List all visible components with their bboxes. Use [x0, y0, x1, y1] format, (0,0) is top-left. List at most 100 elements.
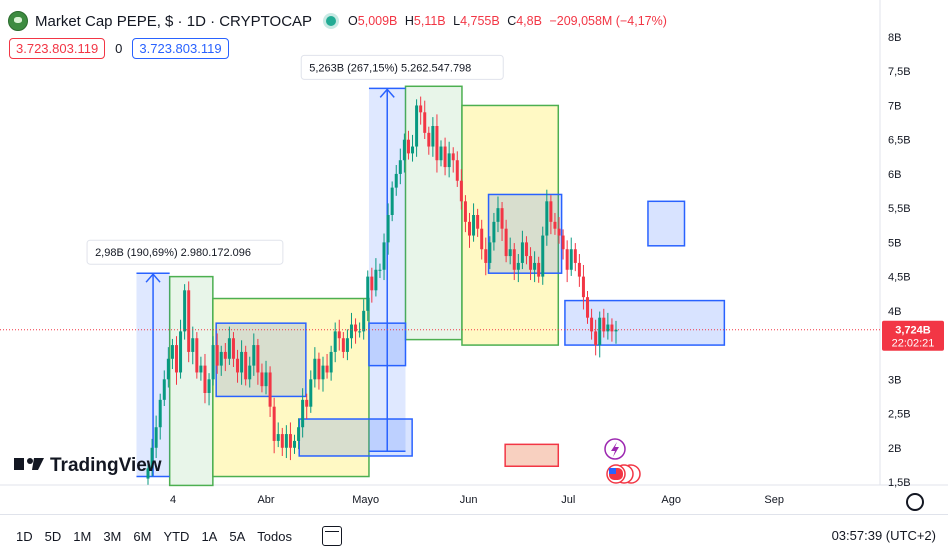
candle-down: [463, 201, 467, 222]
candle-up: [431, 126, 435, 147]
ohlc-change: −209,058M (−4,17%): [549, 14, 667, 28]
zone-blue-box: [298, 418, 413, 457]
candle-up: [516, 262, 520, 270]
candle-down: [174, 345, 178, 373]
range-5y-button[interactable]: 5A: [229, 528, 246, 544]
bottom-toolbar: 1D 5D 1M 3M 6M YTD 1A 5A Todos 03:57:39 …: [0, 514, 948, 557]
candle-up: [598, 317, 602, 346]
candle-up: [313, 358, 317, 380]
candle-up: [492, 221, 496, 243]
go-to-date-icon[interactable]: [321, 526, 342, 546]
candle-down: [203, 365, 207, 393]
candle-down: [370, 276, 374, 291]
symbol-title[interactable]: Market Cap PEPE, $ · 1D · CRYPTOCAP: [35, 12, 313, 30]
buy-price-button[interactable]: 3.723.803.119: [132, 38, 229, 59]
measure-label-text: 5,263B (267,15%) 5.262.547.798: [309, 62, 471, 74]
candle-up: [276, 434, 280, 441]
candle-down: [451, 153, 455, 161]
range-ytd-button[interactable]: YTD: [163, 528, 190, 544]
candle-up: [345, 338, 349, 352]
price-axis-tick-label: 3B: [888, 374, 901, 386]
candle-down: [317, 358, 321, 380]
candle-up: [496, 208, 500, 222]
time-axis-tick-label: Ago: [661, 494, 681, 506]
candle-down: [406, 139, 410, 154]
ohlc-values: O5,009B H5,11B L4,755B C4,8B −209,058M (…: [348, 14, 671, 28]
range-1y-button[interactable]: 1A: [201, 528, 218, 544]
candle-down: [288, 434, 292, 448]
ohlc-high-value: 5,11B: [413, 14, 446, 28]
range-all-button[interactable]: Todos: [257, 528, 292, 544]
candle-up: [301, 399, 305, 428]
candle-down: [443, 146, 447, 168]
candle-down: [187, 290, 191, 352]
range-1d-button[interactable]: 1D: [16, 528, 33, 544]
price-axis-tick-label: 5,5B: [888, 203, 911, 215]
candle-up: [150, 447, 154, 469]
price-axis-tick-label: 4,5B: [888, 272, 911, 284]
candle-up: [329, 351, 333, 373]
candle-down: [610, 324, 614, 332]
candle-up: [191, 338, 195, 352]
candle-up: [309, 379, 313, 407]
range-1m-button[interactable]: 1M: [73, 528, 92, 544]
candle-down: [529, 256, 533, 270]
candle-down: [565, 249, 569, 270]
range-6m-button[interactable]: 6M: [133, 528, 152, 544]
candle-up: [293, 440, 297, 448]
measure-arrow-head: [379, 88, 395, 98]
price-axis-tick-label: 5B: [888, 237, 901, 249]
candle-up: [415, 105, 419, 147]
session-clock[interactable]: 03:57:39 (UTC+2): [831, 528, 936, 543]
candle-up: [394, 173, 398, 188]
price-axis-tick-label: 6B: [888, 169, 901, 181]
candle-down: [581, 276, 585, 298]
candle-up: [488, 242, 492, 263]
candle-up: [614, 329, 618, 332]
candle-down: [577, 262, 581, 277]
candle-up: [411, 146, 415, 154]
candle-up: [162, 379, 166, 400]
last-price-value: 3,724B: [895, 325, 931, 337]
candle-down: [427, 132, 431, 147]
candle-down: [215, 345, 219, 366]
price-axis-tick-label: 2,5B: [888, 409, 911, 421]
settings-gear-icon[interactable]: [906, 493, 924, 511]
candle-up: [284, 434, 288, 448]
tradingview-watermark: TradingView: [50, 455, 162, 476]
time-axis-tick-label: Jun: [460, 494, 478, 506]
price-axis-tick-label: 2B: [888, 443, 901, 455]
candle-down: [524, 242, 528, 257]
measure-label-text: 2,98B (190,69%) 2.980.172.096: [95, 247, 251, 259]
candle-up: [398, 160, 402, 174]
candle-up: [447, 153, 451, 168]
candle-up: [166, 358, 170, 380]
candle-down: [260, 372, 264, 387]
chart-header: Market Cap PEPE, $ · 1D · CRYPTOCAP O5,0…: [8, 9, 671, 33]
candle-down: [435, 126, 439, 161]
event-lightning-glyph: [611, 442, 619, 457]
candle-up: [211, 345, 215, 380]
candle-up: [606, 324, 610, 332]
measure-label-box: [86, 239, 284, 265]
candle-up: [207, 379, 211, 393]
last-price-badge: [882, 320, 944, 351]
candle-down: [268, 372, 272, 407]
sell-price-button[interactable]: 3.723.803.119: [9, 38, 106, 59]
price-chart[interactable]: 1,5B2B2,5B3B3,5B4B4,5B5B5,5B6B6,5B7B7,5B…: [0, 0, 948, 514]
candle-down: [557, 228, 561, 236]
range-3m-button[interactable]: 3M: [103, 528, 122, 544]
candle-up: [390, 187, 394, 215]
candle-down: [484, 249, 488, 263]
candle-down: [459, 180, 463, 202]
candle-down: [549, 201, 553, 222]
range-5d-button[interactable]: 5D: [44, 528, 62, 544]
candle-up: [472, 215, 476, 236]
candle-up: [179, 331, 183, 373]
candle-down: [223, 351, 227, 359]
candle-up: [183, 290, 187, 332]
ohlc-open-label: O: [348, 14, 358, 28]
time-axis-tick-label: Mayo: [352, 494, 379, 506]
candle-down: [500, 208, 504, 229]
tradingview-logo-icon: [14, 458, 24, 470]
